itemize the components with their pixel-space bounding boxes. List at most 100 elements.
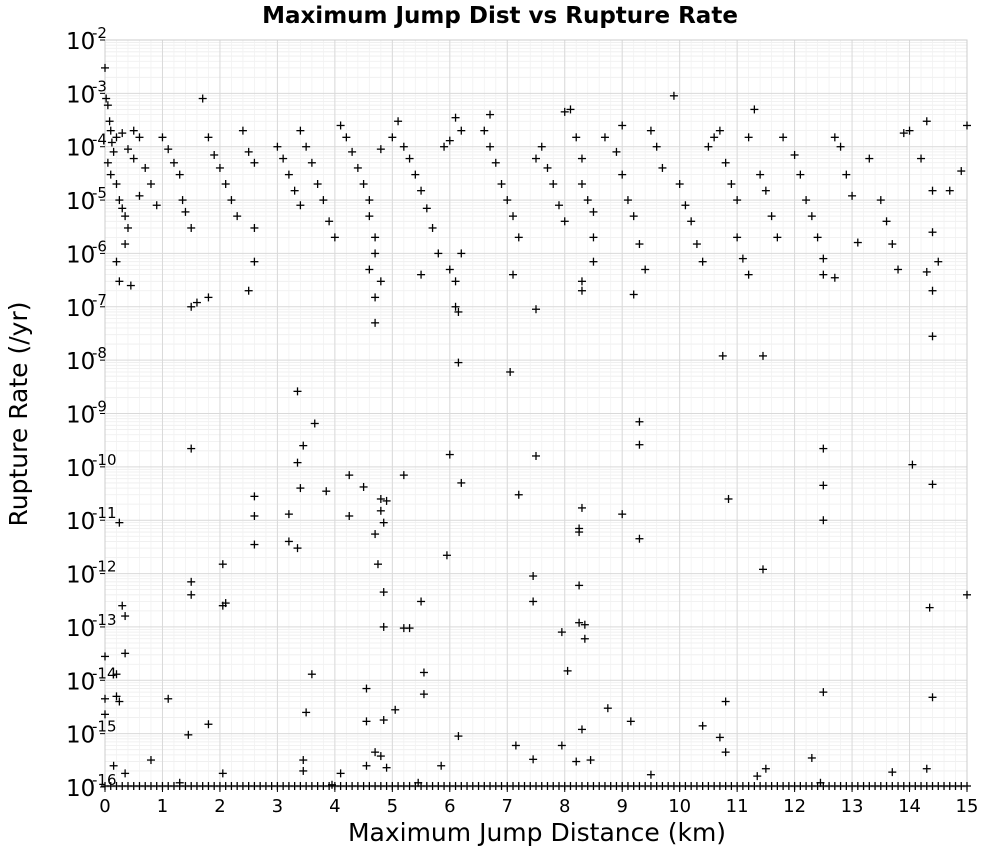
data-point bbox=[204, 293, 213, 302]
data-point bbox=[405, 154, 414, 163]
data-point bbox=[123, 145, 132, 154]
data-point bbox=[121, 240, 130, 249]
data-point bbox=[279, 154, 288, 163]
data-point bbox=[379, 716, 388, 725]
data-point bbox=[497, 180, 506, 189]
data-point bbox=[445, 136, 454, 145]
data-point bbox=[307, 158, 316, 167]
data-point bbox=[112, 670, 121, 679]
data-point bbox=[894, 265, 903, 274]
x-tick-label: 14 bbox=[898, 796, 921, 817]
data-point bbox=[623, 196, 632, 205]
data-point bbox=[813, 233, 822, 242]
data-point bbox=[169, 158, 178, 167]
data-point bbox=[963, 121, 971, 130]
data-point bbox=[928, 332, 937, 341]
data-point bbox=[790, 150, 799, 159]
data-point bbox=[345, 511, 354, 520]
data-point bbox=[376, 277, 385, 286]
data-point bbox=[187, 590, 196, 599]
data-point bbox=[187, 444, 196, 453]
data-point bbox=[557, 628, 566, 637]
data-point bbox=[218, 769, 227, 778]
data-point bbox=[600, 133, 609, 142]
data-point bbox=[428, 223, 437, 232]
data-point bbox=[744, 133, 753, 142]
data-point bbox=[121, 649, 130, 658]
data-point bbox=[181, 207, 190, 216]
data-point bbox=[888, 768, 897, 777]
data-point bbox=[296, 484, 305, 493]
data-point bbox=[307, 670, 316, 679]
data-point bbox=[319, 196, 328, 205]
data-point bbox=[577, 286, 586, 295]
data-point bbox=[454, 732, 463, 741]
data-point bbox=[580, 620, 589, 629]
data-point bbox=[721, 748, 730, 757]
data-point bbox=[922, 117, 931, 126]
data-point bbox=[345, 471, 354, 480]
x-tick-label: 0 bbox=[99, 796, 110, 817]
data-point bbox=[146, 180, 155, 189]
data-point bbox=[733, 233, 742, 242]
data-point bbox=[580, 634, 589, 643]
data-point bbox=[391, 705, 400, 714]
data-point bbox=[103, 101, 112, 110]
data-point bbox=[796, 170, 805, 179]
data-point bbox=[583, 196, 592, 205]
data-point bbox=[118, 129, 127, 138]
data-point bbox=[572, 757, 581, 766]
data-point bbox=[917, 154, 926, 163]
y-tick-label: 10 bbox=[66, 403, 95, 429]
data-point bbox=[761, 186, 770, 195]
data-point bbox=[928, 693, 937, 702]
data-point bbox=[514, 233, 523, 242]
data-point bbox=[394, 117, 403, 126]
data-point bbox=[529, 755, 538, 764]
y-tick-label: 10 bbox=[66, 349, 95, 375]
data-point bbox=[359, 482, 368, 491]
data-point bbox=[365, 196, 374, 205]
data-point bbox=[103, 158, 112, 167]
data-point bbox=[215, 163, 224, 172]
x-tick-label: 3 bbox=[272, 796, 283, 817]
data-point bbox=[164, 145, 173, 154]
data-point bbox=[101, 652, 109, 661]
data-point bbox=[419, 690, 428, 699]
data-point bbox=[210, 150, 219, 159]
data-point bbox=[819, 444, 828, 453]
y-tick-exponent: -4 bbox=[92, 131, 107, 149]
data-point bbox=[830, 133, 839, 142]
data-point bbox=[250, 492, 259, 501]
data-point bbox=[710, 133, 719, 142]
data-point bbox=[882, 217, 891, 226]
data-point bbox=[572, 133, 581, 142]
data-points bbox=[101, 63, 971, 790]
data-point bbox=[135, 133, 144, 142]
y-tick-label: 10 bbox=[66, 776, 95, 802]
data-point bbox=[457, 126, 466, 135]
data-point bbox=[101, 694, 109, 703]
data-point bbox=[290, 186, 299, 195]
data-point bbox=[250, 223, 259, 232]
data-point bbox=[577, 180, 586, 189]
data-point bbox=[146, 756, 155, 765]
data-point bbox=[373, 560, 382, 569]
data-point bbox=[105, 117, 114, 126]
data-point bbox=[118, 601, 127, 610]
data-point bbox=[761, 764, 770, 773]
data-point bbox=[575, 581, 584, 590]
data-point bbox=[626, 717, 635, 726]
data-point bbox=[296, 201, 305, 210]
data-point bbox=[365, 265, 374, 274]
data-point bbox=[250, 257, 259, 266]
data-point bbox=[715, 733, 724, 742]
data-point bbox=[641, 265, 650, 274]
y-tick-exponent: -6 bbox=[92, 237, 107, 255]
data-point bbox=[227, 196, 236, 205]
data-point bbox=[115, 518, 124, 527]
data-point bbox=[566, 105, 575, 114]
data-point bbox=[399, 471, 408, 480]
data-point bbox=[529, 597, 538, 606]
data-point bbox=[928, 286, 937, 295]
